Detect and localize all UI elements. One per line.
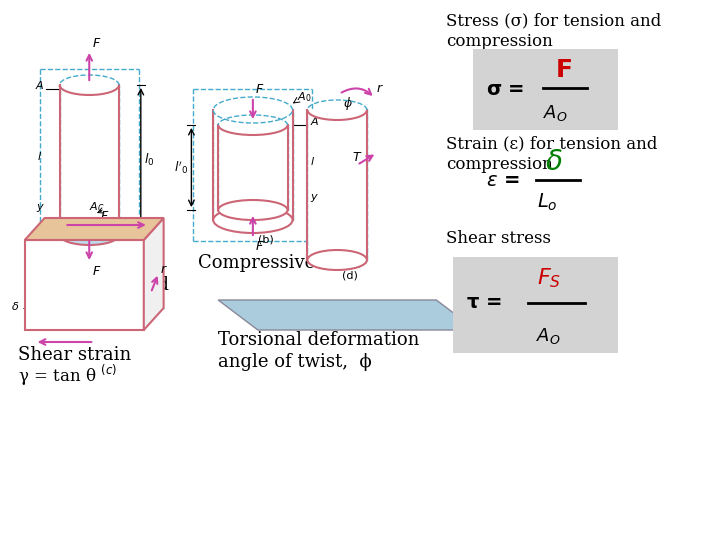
Text: $A_C$: $A_C$: [89, 200, 105, 214]
Text: F: F: [256, 83, 263, 96]
Text: $\varepsilon$ =: $\varepsilon$ =: [486, 171, 520, 190]
Text: compression: compression: [446, 156, 553, 173]
Text: y: y: [310, 192, 317, 202]
Text: F: F: [256, 240, 263, 253]
Text: $\phi$: $\phi$: [343, 95, 353, 112]
Bar: [218, 125, 287, 210]
Text: r: r: [161, 263, 166, 276]
Text: $L_o$: $L_o$: [538, 191, 558, 213]
Text: F: F: [555, 58, 572, 82]
Ellipse shape: [218, 200, 287, 220]
Text: $F_S$: $F_S$: [538, 266, 562, 290]
Text: $\mathbf{\sigma}$ =: $\mathbf{\sigma}$ =: [486, 80, 524, 99]
Text: $A_O$: $A_O$: [536, 326, 560, 346]
Text: l: l: [310, 157, 313, 167]
Text: T: T: [352, 151, 360, 164]
Ellipse shape: [60, 225, 119, 245]
Text: γ = tan θ $^{(c)}$: γ = tan θ $^{(c)}$: [18, 363, 117, 388]
Text: r: r: [377, 82, 382, 95]
Text: $l'_0$: $l'_0$: [174, 159, 188, 176]
Text: Shear strain: Shear strain: [18, 346, 131, 364]
Text: Torsional deformation: Torsional deformation: [218, 331, 420, 349]
Polygon shape: [218, 300, 476, 330]
Ellipse shape: [213, 207, 292, 233]
Bar: [307, 110, 367, 260]
Text: l: l: [38, 152, 41, 162]
Bar: [60, 85, 119, 235]
Text: Stress (σ) for tension and: Stress (σ) for tension and: [446, 12, 662, 29]
Text: $A_0$: $A_0$: [297, 90, 311, 104]
Text: F: F: [101, 210, 109, 223]
Polygon shape: [24, 218, 163, 240]
Text: y: y: [36, 202, 43, 212]
Text: compression: compression: [446, 33, 553, 50]
Text: $\mathbf{\tau}$ =: $\mathbf{\tau}$ =: [466, 294, 502, 313]
FancyBboxPatch shape: [473, 49, 618, 130]
Text: A: A: [310, 117, 318, 127]
Text: $\delta$: $\delta$: [546, 148, 563, 176]
Text: $l_0$: $l_0$: [144, 152, 154, 168]
Text: $\delta$: $\delta$: [11, 300, 19, 312]
Text: Tensile load: Tensile load: [60, 276, 168, 294]
Text: A: A: [36, 81, 43, 91]
Text: F: F: [92, 37, 99, 50]
Polygon shape: [24, 240, 144, 330]
Text: (d): (d): [342, 270, 358, 280]
Ellipse shape: [307, 250, 367, 270]
Polygon shape: [144, 218, 163, 330]
Text: Shear stress: Shear stress: [446, 230, 552, 247]
Text: $A_0$: $A_0$: [55, 253, 69, 267]
Bar: [213, 110, 292, 220]
FancyBboxPatch shape: [453, 257, 618, 353]
Text: Compressive load: Compressive load: [198, 254, 360, 272]
Text: angle of twist,  ϕ: angle of twist, ϕ: [218, 353, 372, 371]
Text: (b): (b): [258, 234, 274, 244]
Text: Strain (ε) for tension and: Strain (ε) for tension and: [446, 135, 657, 152]
Text: $A_O$: $A_O$: [544, 103, 568, 123]
Text: F: F: [92, 265, 99, 278]
